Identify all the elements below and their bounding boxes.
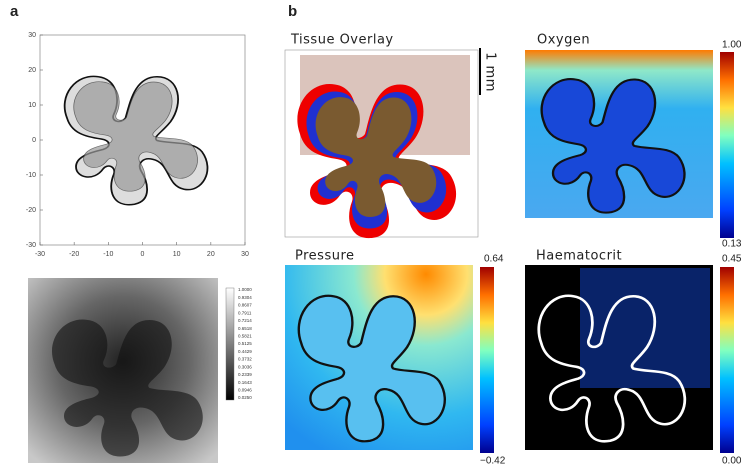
x-tick-label: -20 — [69, 251, 79, 258]
colorbar — [720, 52, 734, 238]
colorbar-label: 0.7911 — [238, 310, 252, 315]
map-title: Pressure — [295, 249, 355, 264]
colorbar-max: 0.64 — [484, 254, 504, 265]
x-tick-label: -30 — [35, 251, 45, 258]
colorbar-label: 1.0000 — [238, 287, 252, 292]
panel-label: b — [288, 3, 297, 20]
colorbar — [480, 267, 494, 453]
colorbar-label: 0.0946 — [238, 387, 252, 392]
colorbar-label: 0.8607 — [238, 303, 252, 308]
y-tick-label: 10 — [28, 102, 36, 109]
x-tick-label: 30 — [241, 251, 249, 258]
colorbar-label: 0.5821 — [238, 333, 252, 338]
colorbar-label: 0.0250 — [238, 395, 252, 400]
map-title: Oxygen — [537, 33, 590, 48]
scale-bar-label: 1 mm — [483, 52, 498, 92]
colorbar-label: 0.3036 — [238, 364, 252, 369]
y-tick-label: -30 — [26, 242, 36, 249]
vessel-plot: -30 -20 -10 0 10 20 30 30 20 10 0 -10 -20 -30 — [26, 32, 249, 258]
map-title: Haematocrit — [536, 249, 622, 264]
panel-label: a — [10, 3, 19, 20]
figure: a -30-20-1001020303020100-10-20-30 1.000… — [0, 0, 749, 468]
x-tick-label: 10 — [173, 251, 181, 258]
colorbar-label: 0.4429 — [238, 349, 252, 354]
colorbar-label: 0.5125 — [238, 341, 252, 346]
colorbar — [226, 288, 234, 400]
colorbar-label: 0.3732 — [238, 357, 252, 362]
colorbar-label: 0.9304 — [238, 295, 252, 300]
x-tick-label: 20 — [207, 251, 215, 258]
colorbar-label: 0.1643 — [238, 380, 252, 385]
colorbar-max: 1.00 — [722, 40, 742, 51]
colorbar-max: 0.45 — [722, 254, 742, 265]
colorbar-min: 0.00 — [722, 456, 742, 467]
colorbar-label: 0.6518 — [238, 326, 252, 331]
colorbar-min: 0.13 — [722, 239, 742, 250]
y-tick-label: 30 — [28, 32, 36, 39]
colorbar-label: 0.2339 — [238, 372, 252, 377]
colorbar-labels: 1.0000 0.9304 0.8607 0.7911 0.7214 0.6518 0.58… — [238, 287, 252, 400]
y-tick-label: -20 — [26, 207, 36, 214]
map-title: Tissue Overlay — [290, 33, 394, 48]
x-tick-label: -10 — [103, 251, 113, 258]
y-tick-label: -10 — [26, 172, 36, 179]
x-tick-label: 0 — [141, 251, 145, 258]
colorbar-label: 0.7214 — [238, 318, 252, 323]
y-tick-label: 20 — [28, 67, 36, 74]
y-tick-label: 0 — [32, 137, 36, 144]
colorbar-min: −0.42 — [480, 456, 506, 467]
colorbar — [720, 267, 734, 453]
